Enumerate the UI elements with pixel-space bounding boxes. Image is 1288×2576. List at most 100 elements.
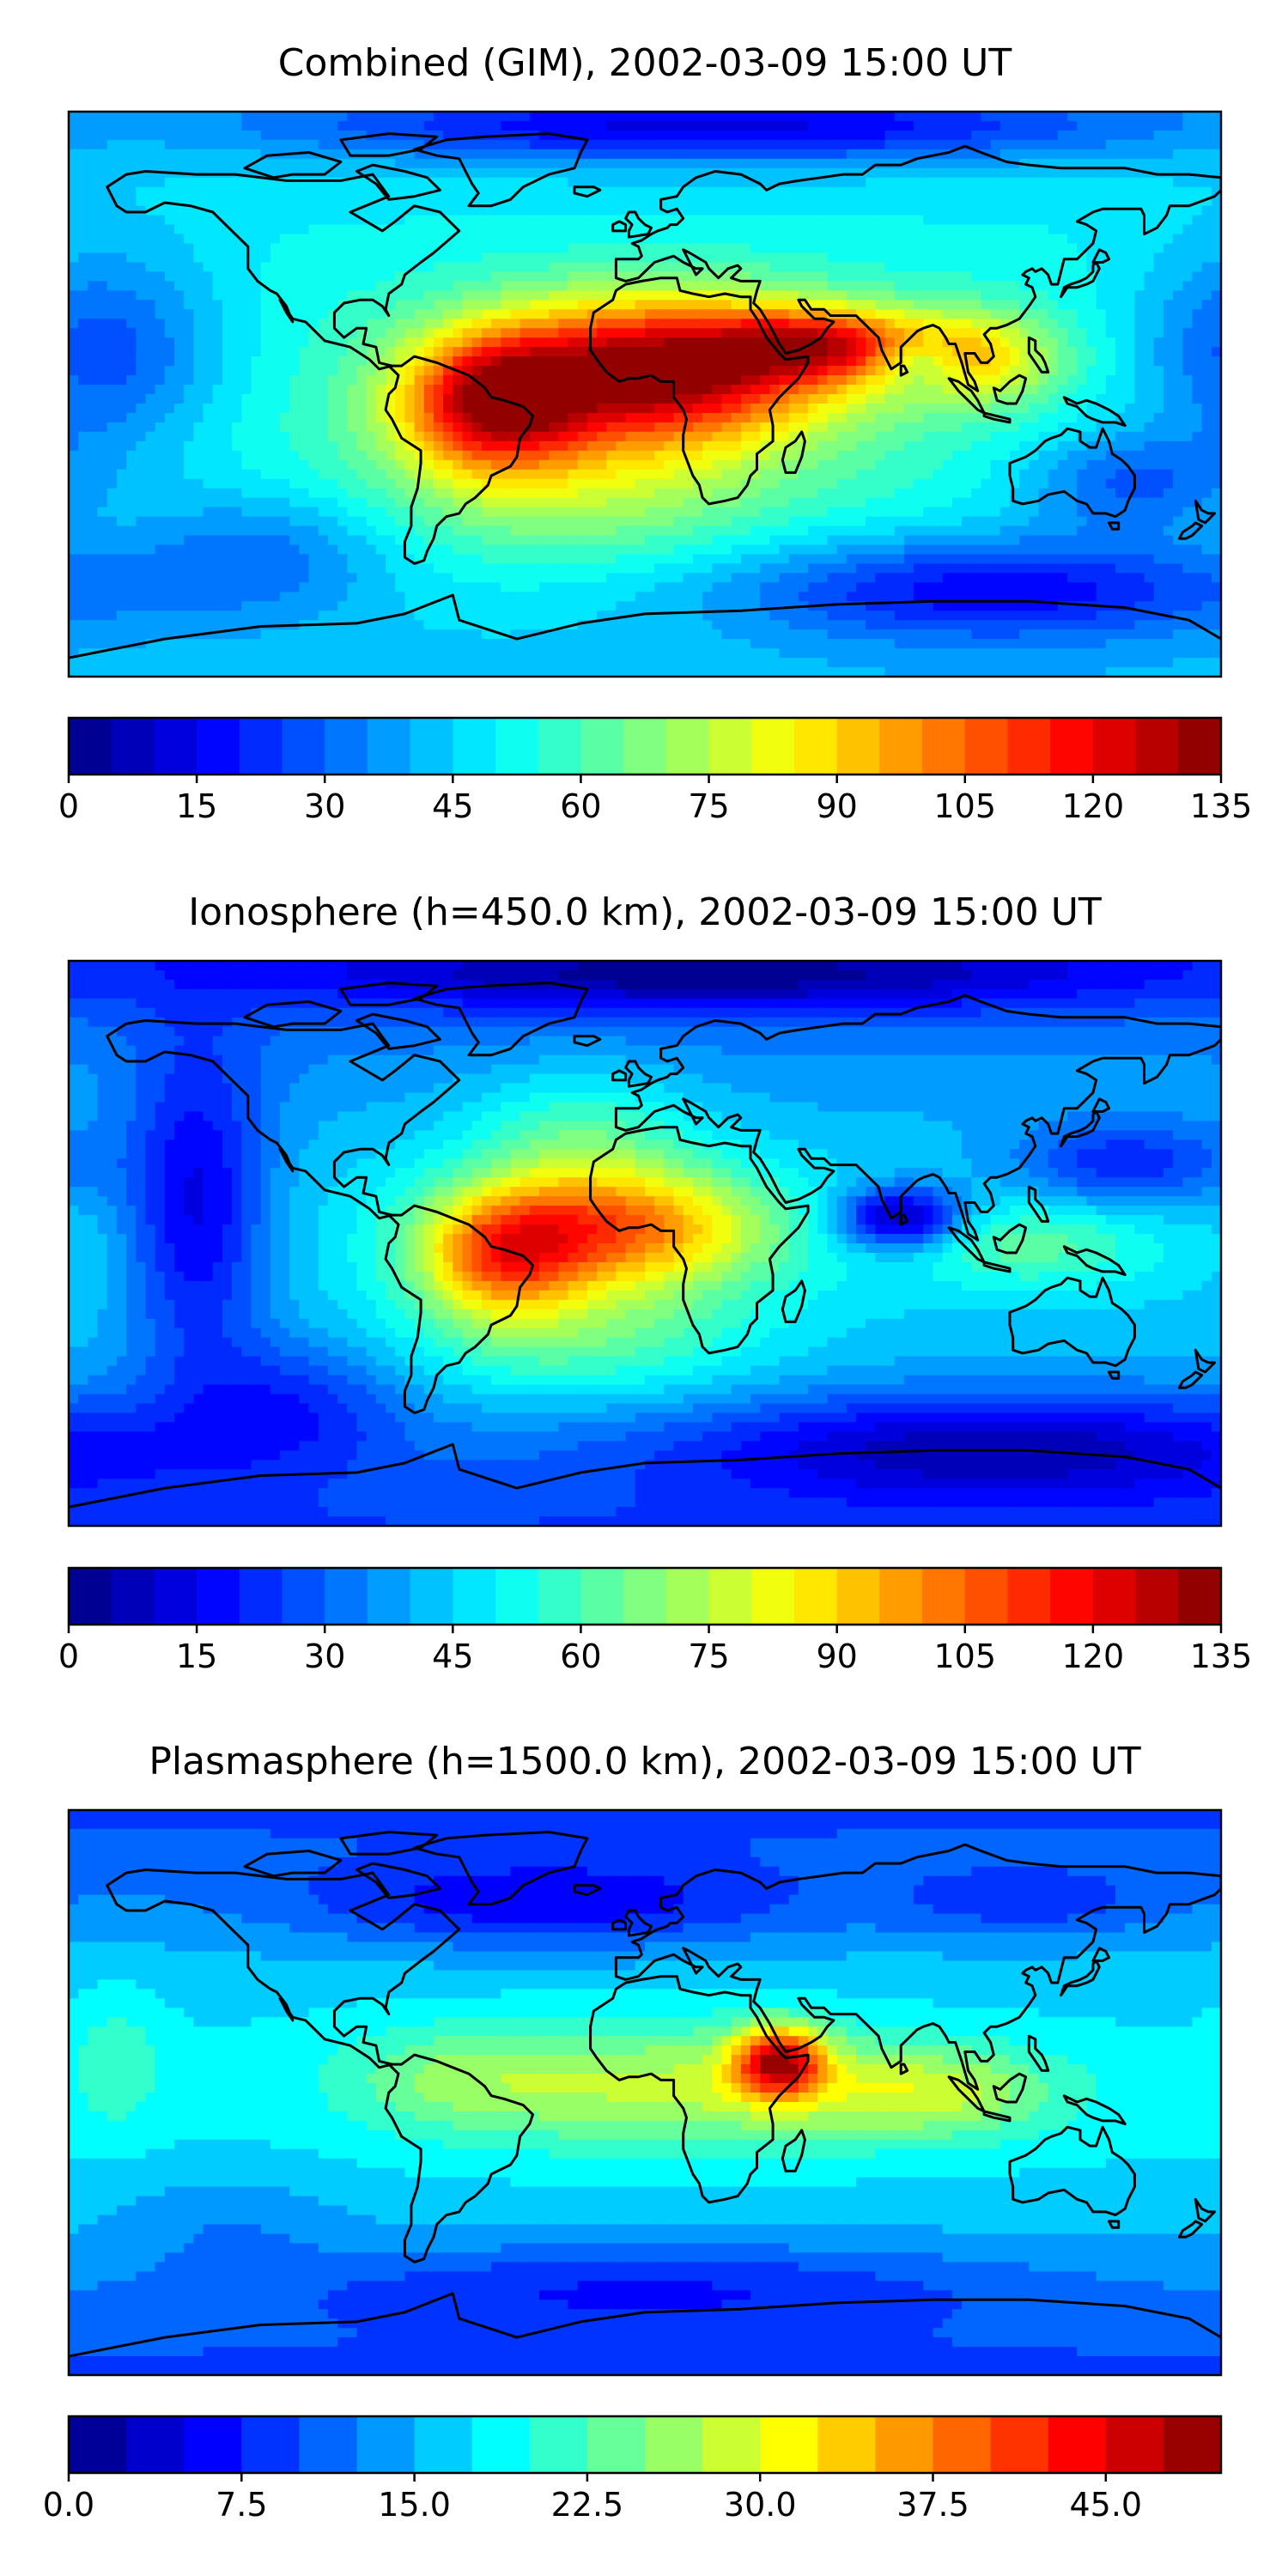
colorbar-segment <box>282 1568 325 1625</box>
coastline <box>1178 1370 1204 1389</box>
colorbar-segment <box>69 2416 127 2473</box>
colorbar-segment <box>367 1568 411 1625</box>
colorbar-tick-label: 120 <box>1062 1637 1125 1675</box>
coastline <box>1062 2094 1127 2126</box>
coastline <box>611 220 628 233</box>
colorbar-segment <box>1007 1568 1051 1625</box>
coastline <box>611 1069 628 1082</box>
colorbar-segment <box>154 718 197 775</box>
colorbar-tick-label: 45 <box>432 787 473 825</box>
colorbar-segment <box>875 2416 934 2473</box>
coastline <box>589 1126 810 1355</box>
colorbar-tick-label: 90 <box>816 1637 857 1675</box>
colorbar-segment <box>538 718 582 775</box>
coastline <box>611 1918 628 1931</box>
coastlines <box>69 132 1221 659</box>
coastline <box>413 132 589 208</box>
colorbar-segment <box>751 718 795 775</box>
coastline <box>1091 248 1110 264</box>
colorbar-frame <box>67 716 1223 776</box>
coastline <box>573 1884 602 1897</box>
coastline <box>413 1831 589 1906</box>
colorbar-segment <box>879 1568 923 1625</box>
colorbar: 0 15 30 45 60 75 90 105 120 135 <box>58 716 1253 825</box>
colorbar-segment <box>410 1568 453 1625</box>
colorbar-segment <box>623 718 667 775</box>
colorbar-segment <box>580 718 624 775</box>
panel-3: Plasmasphere (h=1500.0 km), 2002-03-09 1… <box>43 1740 1223 2524</box>
coastline <box>1008 427 1136 519</box>
coastline <box>1027 336 1050 374</box>
colorbar-segment <box>356 2416 416 2473</box>
coastline <box>781 430 806 474</box>
colorbar-segment <box>325 1568 368 1625</box>
colorbar-segment <box>184 2416 242 2473</box>
colorbar-segment <box>751 1568 795 1625</box>
coastline <box>614 1843 1221 2091</box>
colorbar-tick-label: 7.5 <box>216 2486 267 2524</box>
coastline <box>339 132 439 157</box>
colorbar-segment <box>836 718 880 775</box>
colorbar-tick-label: 75 <box>688 1637 729 1675</box>
field-contours <box>69 961 1221 1526</box>
colorbar-segment <box>1163 2416 1222 2473</box>
colorbar-tick-label: 0 <box>58 1637 79 1675</box>
colorbar-segment <box>529 2416 588 2473</box>
colorbar-segment <box>325 718 368 775</box>
panel-1: Combined (GIM), 2002-03-09 15:00 UT 0 15 30… <box>58 41 1252 825</box>
colorbar-segment <box>239 1568 283 1625</box>
colorbar-tick-label: 135 <box>1190 787 1253 825</box>
coastline <box>1178 2220 1204 2239</box>
coastline <box>1062 1245 1127 1277</box>
coastline <box>69 1443 1221 1509</box>
coastline <box>106 1868 461 2069</box>
colorbar-segment <box>538 1568 582 1625</box>
colorbar-segment <box>197 718 240 775</box>
colorbar-segment <box>623 1568 667 1625</box>
colorbar-segment <box>1178 718 1222 775</box>
coastline <box>614 144 1221 392</box>
colorbar-tick-label: 105 <box>934 1637 997 1675</box>
colorbar-tick-label: 105 <box>934 787 997 825</box>
colorbar-segment <box>1135 718 1179 775</box>
coastline <box>355 1862 441 1899</box>
colorbar-segment <box>1105 2416 1164 2473</box>
colorbar-segment <box>586 2416 646 2473</box>
colorbar-tick-label: 30.0 <box>724 2486 797 2524</box>
coastline <box>624 1060 653 1088</box>
coastline <box>1091 1947 1110 1962</box>
coastline <box>339 1831 439 1856</box>
coastlines <box>69 1831 1221 2358</box>
coastline <box>1008 1276 1136 1368</box>
coastline <box>69 593 1221 659</box>
colorbar-segment <box>111 1568 155 1625</box>
colorbar-segment <box>580 1568 624 1625</box>
colorbar-segment <box>1135 1568 1179 1625</box>
coastline <box>573 1035 602 1048</box>
colorbar-tick-label: 15 <box>176 1637 217 1675</box>
coastline <box>1108 2220 1121 2229</box>
coastline <box>106 170 461 371</box>
colorbar-segment <box>410 718 453 775</box>
colorbar-tick-label: 75 <box>688 787 729 825</box>
colorbar-segment <box>793 1568 838 1625</box>
colorbar-segment <box>495 718 539 775</box>
coastline <box>1108 1370 1121 1380</box>
coastline <box>1178 521 1204 540</box>
panel-2: Ionosphere (h=450.0 km), 2002-03-09 15:0… <box>58 890 1252 1675</box>
coastline <box>106 1019 461 1220</box>
coastline <box>243 1850 343 1878</box>
colorbar-segment <box>241 2416 300 2473</box>
colorbar-tick-label: 60 <box>560 787 601 825</box>
coastline <box>992 2072 1028 2104</box>
coastline <box>384 355 534 565</box>
colorbar-segment <box>1178 1568 1222 1625</box>
colorbar-tick-label: 30 <box>304 1637 345 1675</box>
coastline <box>1194 2197 1216 2223</box>
colorbar-tick-label: 0.0 <box>43 2486 94 2524</box>
coastline <box>624 1909 653 1937</box>
map-frame <box>67 1808 1223 2377</box>
coastline <box>992 1223 1028 1255</box>
coastline <box>339 981 439 1006</box>
